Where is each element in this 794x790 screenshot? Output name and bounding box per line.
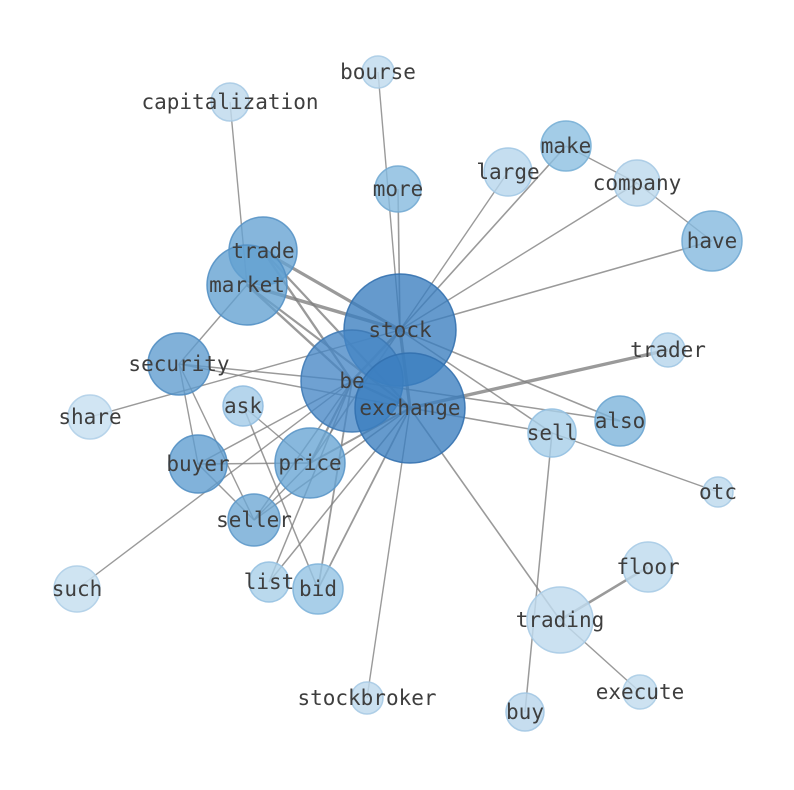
node-list bbox=[248, 561, 290, 603]
node-otc bbox=[702, 476, 734, 508]
node-label-have: have bbox=[687, 229, 738, 253]
node-label-company: company bbox=[593, 171, 682, 195]
node-label-execute: execute bbox=[596, 680, 685, 704]
node-also bbox=[594, 395, 646, 447]
node-label-bid: bid bbox=[299, 577, 337, 601]
node-label-capitalization: capitalization bbox=[141, 90, 318, 114]
node-label-market: market bbox=[209, 273, 285, 297]
node-label-buyer: buyer bbox=[166, 452, 229, 476]
labels-layer: capitalization bourse more largemakecompany… bbox=[52, 60, 738, 724]
node-exchange bbox=[354, 352, 466, 464]
node-label-price: price bbox=[278, 451, 341, 475]
node-label-floor: floor bbox=[616, 555, 679, 579]
node-label-otc: otc bbox=[699, 480, 737, 504]
node-ask bbox=[222, 385, 264, 427]
node-price bbox=[274, 427, 346, 499]
edge-sell-buy bbox=[524, 432, 553, 713]
node-label-seller: seller bbox=[216, 508, 292, 532]
node-floor bbox=[622, 541, 674, 593]
node-label-trader: trader bbox=[630, 338, 706, 362]
node-buyer bbox=[168, 434, 228, 494]
node-label-share: share bbox=[58, 405, 121, 429]
node-trader bbox=[650, 332, 686, 368]
node-label-make: make bbox=[541, 134, 592, 158]
node-bid bbox=[292, 563, 344, 615]
node-label-buy: buy bbox=[506, 700, 544, 724]
node-execute bbox=[622, 674, 658, 710]
node-label-stockbroker: stockbroker bbox=[297, 686, 436, 710]
node-security bbox=[147, 332, 211, 396]
node-label-security: security bbox=[128, 352, 229, 376]
node-such bbox=[53, 565, 101, 613]
node-capitalization bbox=[210, 82, 250, 122]
node-label-bourse: bourse bbox=[340, 60, 416, 84]
node-seller bbox=[227, 493, 281, 547]
node-buy bbox=[505, 692, 545, 732]
node-label-more: more bbox=[373, 177, 424, 201]
node-label-stock: stock bbox=[368, 318, 432, 342]
node-label-exchange: exchange bbox=[359, 396, 460, 420]
node-large bbox=[483, 147, 533, 197]
node-label-such: such bbox=[52, 577, 103, 601]
nodes-layer bbox=[53, 55, 743, 732]
node-label-list: list bbox=[244, 570, 295, 594]
node-market bbox=[206, 244, 288, 326]
node-bourse bbox=[361, 55, 395, 89]
node-have bbox=[681, 210, 743, 272]
node-label-large: large bbox=[476, 160, 539, 184]
node-company bbox=[613, 159, 661, 207]
node-stockbroker bbox=[350, 681, 384, 715]
node-label-be: be bbox=[339, 369, 364, 393]
node-make bbox=[540, 120, 592, 172]
node-label-trading: trading bbox=[516, 608, 605, 632]
node-label-sell: sell bbox=[527, 421, 578, 445]
node-trading bbox=[526, 586, 594, 654]
node-share bbox=[67, 394, 113, 440]
node-label-trade: trade bbox=[231, 239, 294, 263]
node-more bbox=[374, 165, 422, 213]
node-label-ask: ask bbox=[224, 394, 262, 418]
edge-sell-otc bbox=[551, 432, 719, 493]
node-label-also: also bbox=[595, 409, 646, 433]
node-sell bbox=[527, 408, 577, 458]
edge-ask-bid bbox=[242, 405, 319, 590]
